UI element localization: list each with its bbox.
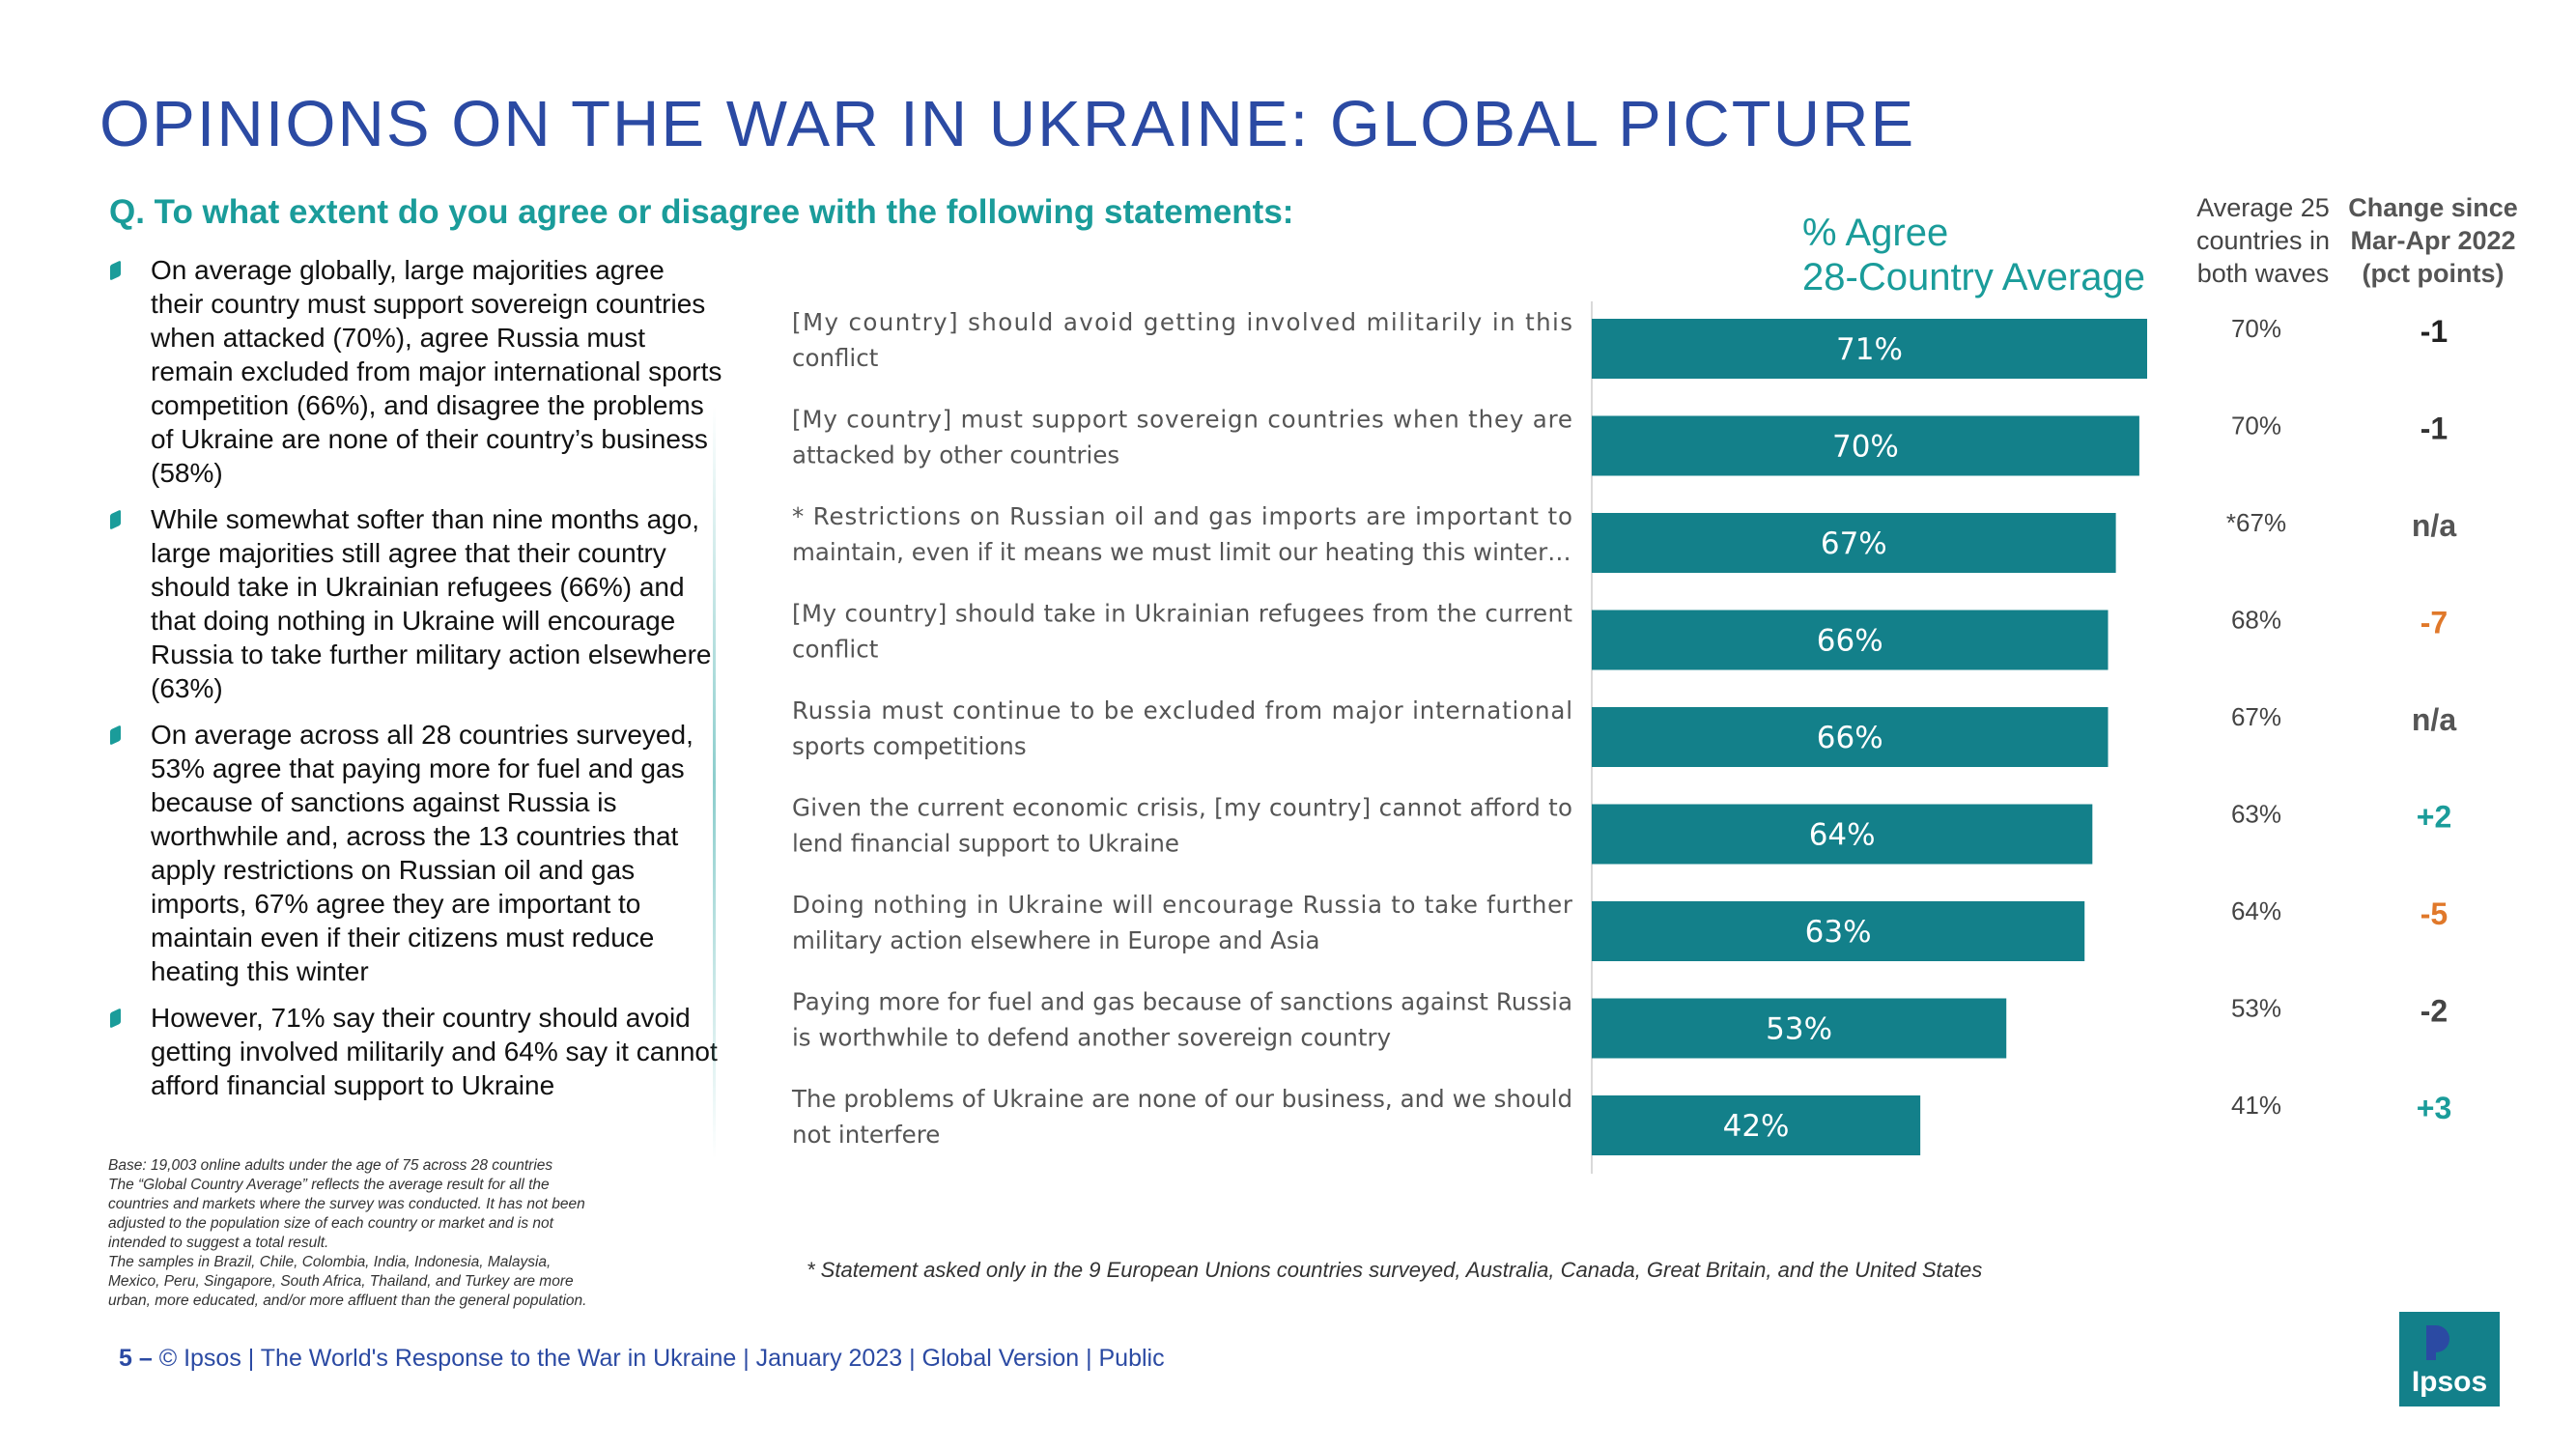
chart-bar	[1592, 610, 2109, 670]
chart-bar	[1592, 998, 2007, 1059]
average-value: 53%	[2231, 994, 2281, 1023]
average-value: 67%	[2231, 702, 2281, 731]
page-footer: 5 – © Ipsos | The World's Response to th…	[119, 1345, 1165, 1373]
bar-data-label: 66%	[1817, 721, 1883, 755]
statement-label: Doing nothing in Ukraine will encourage …	[792, 891, 1573, 919]
statement-label: [My country] must support sovereign coun…	[792, 406, 1572, 434]
base-note-line: The “Global Country Average” reflects th…	[108, 1177, 550, 1193]
bar-data-label: 53%	[1766, 1012, 1832, 1047]
section-divider	[713, 406, 716, 1159]
change-value: +3	[2417, 1091, 2451, 1125]
bullet-item: On average across all 28 countries surve…	[104, 718, 722, 988]
chart-bar	[1592, 901, 2085, 961]
statement-label: [My country] should avoid getting involv…	[792, 308, 1572, 336]
bullet-text: While somewhat softer than nine months a…	[151, 504, 712, 703]
chart-bar	[1592, 804, 2093, 865]
bar-data-label: 63%	[1805, 915, 1872, 950]
base-note-line: Base: 19,003 online adults under the age…	[108, 1157, 553, 1174]
statement-label: Given the current economic crisis, [my c…	[792, 794, 1572, 822]
statement-label: not interfere	[792, 1121, 940, 1149]
average-value: *67%	[2226, 508, 2286, 537]
bullet-item: However, 71% say their country should av…	[104, 1001, 722, 1102]
bullet-item: While somewhat softer than nine months a…	[104, 502, 722, 705]
change-column-header: Change since Mar-Apr 2022 (pct points)	[2341, 191, 2525, 290]
chart-footnote: * Statement asked only in the 9 European…	[807, 1258, 1983, 1282]
chart-bar	[1592, 707, 2109, 767]
statement-label: Russia must continue to be excluded from…	[792, 696, 1572, 724]
base-note-line: countries and markets where the survey w…	[108, 1196, 585, 1212]
page-title: OPINIONS ON THE WAR IN UKRAINE: GLOBAL P…	[99, 88, 1916, 160]
average-value: 41%	[2231, 1091, 2281, 1120]
statement-label: [My country] should take in Ukrainian re…	[792, 600, 1572, 628]
average-header-line: countries in	[2195, 226, 2331, 255]
bar-data-label: 66%	[1817, 624, 1883, 659]
logo-background	[2399, 1312, 2500, 1406]
change-header-line: Mar-Apr 2022	[2350, 226, 2516, 255]
average-header-line: Average 25	[2196, 193, 2330, 222]
chart-bar	[1592, 513, 2116, 573]
footer-text: © Ipsos | The World's Response to the Wa…	[158, 1345, 1165, 1372]
bullet-text: On average globally, large majorities ag…	[151, 255, 722, 488]
statement-label: maintain, even if it means we must limit…	[792, 538, 1571, 566]
statement-label: The problems of Ukraine are none of our …	[791, 1085, 1572, 1113]
logo-mark	[2426, 1325, 2449, 1360]
average-header-line: both waves	[2196, 259, 2330, 288]
bar-data-label: 67%	[1821, 526, 1887, 561]
change-value: n/a	[2412, 702, 2456, 737]
change-header-line: (pct points)	[2362, 259, 2505, 288]
statement-label: military action elsewhere in Europe and …	[792, 926, 1320, 954]
average-value: 68%	[2231, 606, 2281, 635]
footer-dash: –	[138, 1345, 153, 1372]
statement-label: attacked by other countries	[792, 441, 1119, 469]
chart-bar	[1592, 415, 2139, 476]
statement-label: Paying more for fuel and gas because of …	[792, 988, 1572, 1016]
agree-column-header: % Agree 28-Country Average	[1802, 211, 2145, 299]
average-value: 63%	[2231, 800, 2281, 829]
ipsos-logo: Ipsos	[2399, 1312, 2500, 1406]
average-value: 70%	[2231, 412, 2281, 440]
base-note-line: urban, more educated, and/or more afflue…	[108, 1293, 587, 1309]
survey-question: Q. To what extent do you agree or disagr…	[109, 193, 1294, 231]
change-value: -5	[2420, 896, 2448, 931]
change-value: +2	[2417, 800, 2451, 835]
summary-bullets: On average globally, large majorities ag…	[104, 253, 722, 1115]
base-note-line: The samples in Brazil, Chile, Colombia, …	[108, 1254, 552, 1270]
bullet-item: On average globally, large majorities ag…	[104, 253, 722, 490]
statement-label: is worthwhile to defend another sovereig…	[792, 1024, 1391, 1052]
base-note: Base: 19,003 online adults under the age…	[108, 1156, 649, 1311]
chart-bar	[1592, 1095, 1921, 1155]
base-note-line: adjusted to the population size of each …	[108, 1215, 553, 1232]
bullet-text: On average across all 28 countries surve…	[151, 720, 694, 986]
average-value: 70%	[2231, 314, 2281, 343]
bar-data-label: 42%	[1723, 1109, 1790, 1144]
bullet-text: However, 71% say their country should av…	[151, 1003, 718, 1100]
agree-header-line: 28-Country Average	[1802, 256, 2146, 298]
statement-label: lend financial support to Ukraine	[792, 830, 1179, 858]
average-value: 64%	[2231, 896, 2281, 925]
bar-data-label: 64%	[1809, 818, 1876, 853]
statement-label: sports competitions	[792, 732, 1027, 760]
average-column-header: Average 25 countries in both waves	[2181, 191, 2345, 290]
change-value: -2	[2420, 994, 2448, 1029]
change-value: -7	[2420, 606, 2448, 640]
change-value: -1	[2420, 314, 2448, 349]
agree-header-line: % Agree	[1802, 212, 1949, 254]
base-note-line: intended to suggest a total result.	[108, 1235, 329, 1251]
statement-label: conflict	[792, 344, 879, 372]
page-number: 5	[119, 1345, 132, 1372]
statement-label: conflict	[792, 636, 879, 664]
base-note-line: Mexico, Peru, Singapore, South Africa, T…	[108, 1273, 574, 1290]
statement-label: * Restrictions on Russian oil and gas im…	[792, 502, 1572, 530]
chart-bar	[1592, 319, 2147, 379]
change-value: -1	[2420, 412, 2448, 446]
change-value: n/a	[2412, 508, 2456, 543]
logo-text: Ipsos	[2412, 1366, 2487, 1398]
bar-data-label: 71%	[1836, 332, 1903, 367]
change-header-line: Change since	[2348, 193, 2518, 222]
bar-data-label: 70%	[1832, 430, 1899, 465]
